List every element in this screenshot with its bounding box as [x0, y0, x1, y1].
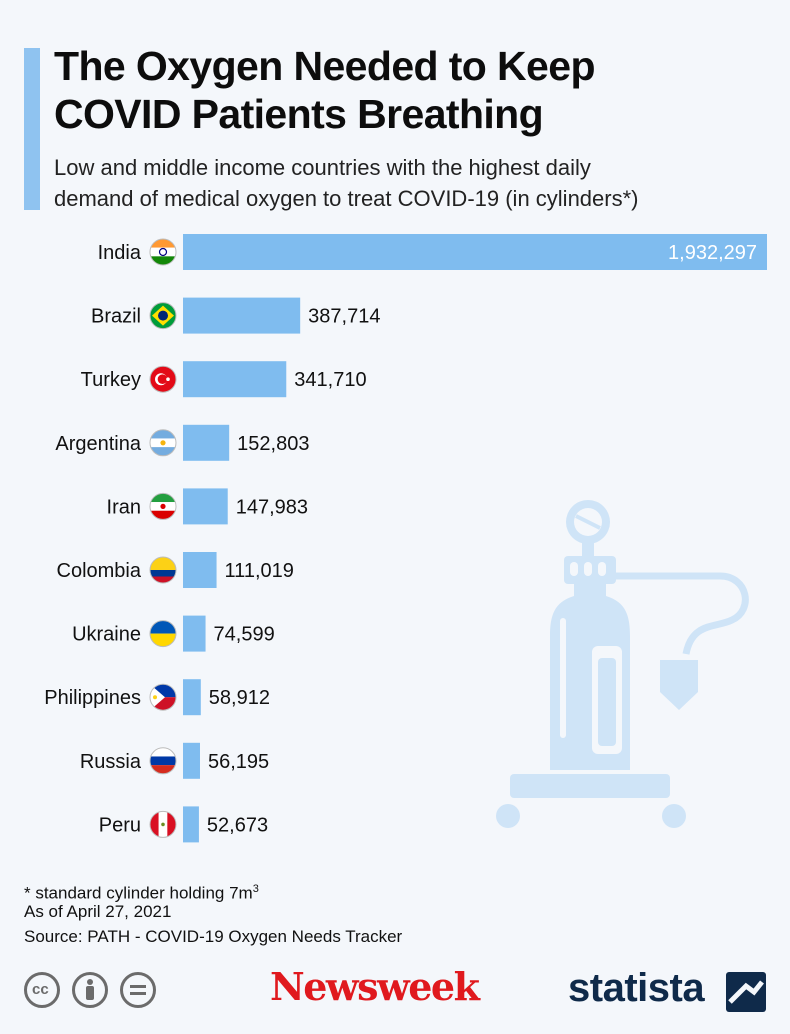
- philippines-flag-icon: [149, 683, 177, 711]
- bar: [183, 297, 301, 334]
- chart-subtitle: Low and middle income countries with the…: [54, 152, 774, 214]
- peru-flag-icon: [149, 810, 177, 838]
- category-label: Iran: [107, 496, 141, 518]
- bar-row: Turkey 341,710: [81, 361, 367, 398]
- statista-logo-icon[interactable]: [726, 972, 766, 1012]
- value-label: 147,983: [236, 496, 308, 518]
- footnote: * standard cylinder holding 7m3: [24, 878, 624, 905]
- as-of-date: As of April 27, 2021: [24, 902, 172, 921]
- bar: [183, 361, 287, 398]
- argentina-flag-icon: [149, 429, 177, 457]
- subtitle-line-1: Low and middle income countries with the…: [54, 155, 591, 180]
- title-line-1: The Oxygen Needed to Keep: [54, 43, 596, 89]
- no-derivatives-icon[interactable]: [120, 972, 156, 1008]
- value-label: 387,714: [308, 306, 380, 328]
- footnote-text: * standard cylinder holding 7m: [24, 883, 253, 903]
- chart-title: The Oxygen Needed to Keep COVID Patients…: [54, 42, 774, 138]
- bar: [183, 234, 767, 270]
- category-label: Argentina: [55, 433, 141, 455]
- equals-icon: [130, 985, 146, 995]
- category-label: Ukraine: [72, 624, 141, 646]
- bar: [183, 742, 200, 779]
- bar-row: Colombia 111,019: [57, 552, 294, 588]
- turkey-flag-icon: [149, 365, 177, 393]
- newsweek-logo[interactable]: Newsweek: [270, 964, 480, 1009]
- bar-chart: India 1,932,297 Brazil 387,714 Turkey 341,710…: [44, 234, 767, 843]
- value-label: 111,019: [225, 560, 294, 582]
- value-label: 1,932,297: [668, 242, 757, 264]
- person-icon: [86, 979, 94, 1000]
- bar-row: Russia 56,195: [80, 742, 269, 779]
- bar: [183, 615, 206, 652]
- bar: [183, 424, 230, 461]
- value-label: 56,195: [208, 751, 269, 773]
- ukraine-flag-icon: [149, 620, 177, 648]
- bar-row: India 1,932,297: [98, 234, 767, 270]
- attribution-icon[interactable]: [72, 972, 108, 1008]
- india-flag-icon: [149, 238, 177, 266]
- oxygen-cylinder-icon: [496, 500, 749, 828]
- bar-row: Argentina 152,803: [55, 424, 309, 461]
- bar: [183, 679, 201, 716]
- value-label: 74,599: [214, 624, 275, 646]
- value-label: 52,673: [207, 814, 268, 836]
- category-label: India: [98, 242, 142, 264]
- subtitle-line-2: demand of medical oxygen to treat COVID-…: [54, 186, 639, 211]
- accent-bar: [24, 48, 40, 210]
- bar-row: Philippines 58,912: [44, 679, 270, 716]
- cc-icon[interactable]: cc: [24, 972, 60, 1008]
- value-label: 58,912: [209, 687, 270, 709]
- brazil-flag-icon: [149, 302, 177, 330]
- value-label: 152,803: [237, 433, 309, 455]
- title-line-2: COVID Patients Breathing: [54, 91, 544, 137]
- cc-icon-text: cc: [32, 981, 49, 998]
- value-label: 341,710: [294, 369, 366, 391]
- category-label: Brazil: [91, 306, 141, 328]
- bar: [183, 806, 199, 843]
- category-label: Philippines: [44, 687, 141, 709]
- colombia-flag-icon: [149, 556, 177, 584]
- bar-row: Iran 147,983: [107, 488, 308, 525]
- category-label: Colombia: [57, 560, 142, 582]
- source-note: Source: PATH - COVID-19 Oxygen Needs Tra…: [24, 927, 403, 946]
- category-label: Russia: [80, 751, 142, 773]
- bar: [183, 552, 217, 588]
- bar-row: Brazil 387,714: [91, 297, 380, 334]
- bar-row: Peru 52,673: [99, 806, 268, 843]
- footer: cc Newsweek statista: [0, 960, 790, 1030]
- category-label: Peru: [99, 814, 141, 836]
- footnote-superscript: 3: [252, 883, 259, 895]
- category-label: Turkey: [81, 369, 141, 391]
- bar-row: Ukraine 74,599: [72, 615, 275, 652]
- iran-flag-icon: [149, 492, 177, 520]
- russia-flag-icon: [149, 747, 177, 775]
- statista-logo-text[interactable]: statista: [568, 966, 705, 1010]
- bar: [183, 488, 228, 525]
